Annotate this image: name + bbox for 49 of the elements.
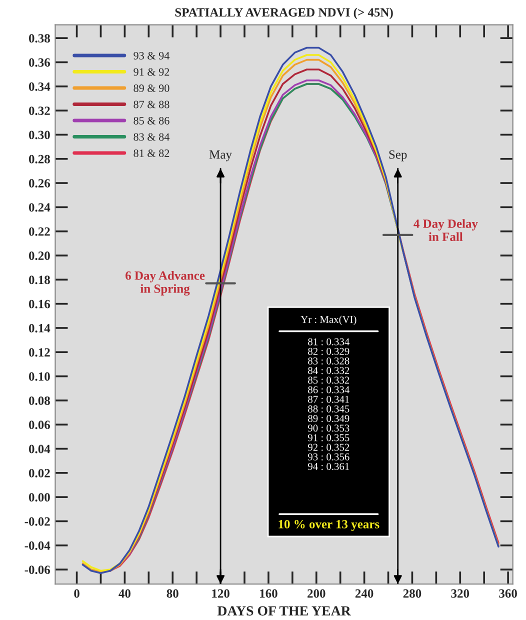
y-tick-label: -0.02 — [24, 517, 50, 526]
y-tick-label: 0.08 — [28, 396, 50, 405]
x-axis-title: DAYS OF THE YEAR — [217, 606, 351, 616]
y-tick-label: -0.06 — [24, 566, 50, 574]
y-tick-label: 0.00 — [28, 493, 50, 502]
chart-title: SPATIALLY AVERAGED NDVI (> 45N) — [175, 8, 393, 20]
y-tick-label: 0.06 — [28, 420, 50, 430]
y-tick-label: 0.28 — [28, 154, 50, 164]
y-tick-label: 0.12 — [28, 348, 50, 357]
x-tick-label: 280 — [403, 589, 422, 598]
y-tick-label: 0.30 — [28, 130, 50, 140]
x-tick-label: 360 — [499, 589, 517, 598]
y-tick-label: 0.38 — [28, 34, 50, 43]
legend-label: 81 & 82 — [134, 149, 170, 157]
legend-label: 83 & 84 — [134, 133, 170, 141]
x-tick-label: 0 — [74, 589, 80, 598]
x-tick-label: 120 — [212, 589, 230, 598]
legend-label: 85 & 86 — [134, 116, 170, 124]
x-tick-label: 200 — [308, 589, 326, 598]
y-tick-label: 0.32 — [28, 106, 50, 116]
y-tick-label: 0.22 — [28, 227, 50, 236]
legend-label: 91 & 92 — [134, 68, 170, 76]
y-tick-label: 0.20 — [28, 252, 50, 260]
x-tick-label: 160 — [260, 589, 278, 598]
y-tick-label: 0.04 — [28, 444, 50, 454]
y-tick-label: -0.04 — [24, 541, 50, 550]
y-tick-label: 0.26 — [28, 179, 50, 188]
x-tick-label: 40 — [118, 589, 130, 598]
y-tick-label: 0.24 — [28, 203, 50, 212]
text: 81 : 0.334 82 : 0.329 83 : 0.328 84 : 0.332 85 : 0.332 86 : 0.334 87 : 0.341 88 : 0.345 89 : 0.349 90 : 0.353 91 : 0.355 92 : 0.352 93 : 0.356 94 : 0.361 — [308, 338, 350, 470]
ref-line-label: Sep — [389, 150, 407, 162]
legend-label: 89 & 90 — [134, 84, 170, 92]
y-tick-label: 0.10 — [28, 372, 50, 381]
y-tick-label: 0.34 — [28, 82, 50, 91]
annotation: 10 % over 13 years — [278, 520, 380, 531]
y-tick-label: 0.18 — [28, 276, 50, 284]
x-tick-label: 80 — [166, 589, 178, 598]
y-tick-label: 0.14 — [28, 324, 50, 332]
legend-label: 93 & 94 — [134, 52, 170, 60]
y-tick-label: 0.36 — [28, 58, 50, 67]
y-tick-label: 0.02 — [28, 468, 50, 478]
legend-label: 87 & 88 — [134, 100, 170, 108]
y-tick-label: 0.16 — [28, 300, 50, 308]
annotation: 6 Day Advance in Spring — [126, 271, 205, 296]
x-tick-label: 240 — [355, 589, 374, 598]
x-tick-label: 320 — [451, 589, 470, 598]
ref-line-label: May — [209, 150, 232, 162]
annotation: 4 Day Delay in Fall — [414, 219, 478, 242]
annotation: Yr : Max(VI) — [300, 316, 356, 326]
